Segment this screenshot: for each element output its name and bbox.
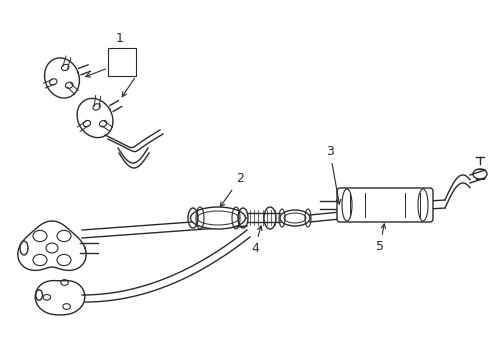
Ellipse shape	[190, 207, 245, 229]
Text: 3: 3	[325, 145, 340, 204]
Text: 4: 4	[250, 226, 262, 255]
FancyBboxPatch shape	[336, 188, 432, 222]
Text: 1: 1	[116, 32, 123, 45]
Text: 2: 2	[220, 172, 244, 207]
Text: 5: 5	[375, 224, 385, 253]
Bar	[108, 48, 136, 76]
Ellipse shape	[280, 210, 309, 226]
